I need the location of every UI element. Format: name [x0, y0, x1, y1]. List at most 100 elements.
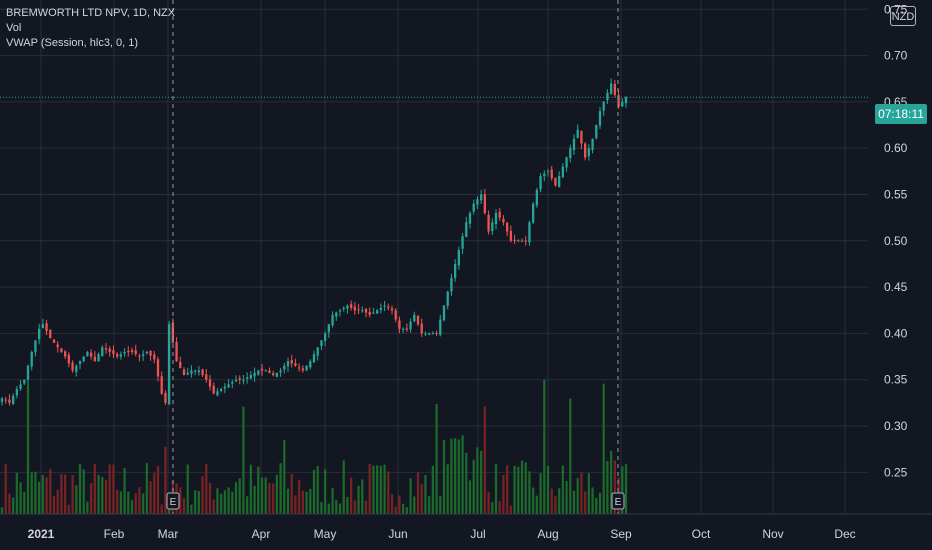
- y-tick-label: 0.70: [884, 49, 908, 63]
- candle: [450, 273, 453, 296]
- volume-bar: [368, 463, 371, 514]
- candle: [89, 349, 93, 360]
- candle-body: [249, 375, 253, 379]
- candle-body: [108, 348, 111, 352]
- candle-body: [41, 324, 45, 329]
- candle: [531, 201, 535, 225]
- volume-bar: [272, 483, 275, 514]
- volume-bar: [372, 465, 375, 514]
- candle: [23, 379, 26, 386]
- candle-body: [494, 213, 498, 224]
- candle-body: [19, 384, 22, 389]
- candle: [457, 246, 461, 270]
- volume-bar: [584, 491, 587, 514]
- candle: [283, 362, 286, 374]
- candle: [487, 210, 490, 235]
- candle-body: [56, 344, 59, 348]
- candle: [115, 352, 119, 359]
- candle: [539, 173, 542, 193]
- volume-bars: [0, 379, 628, 514]
- candle-body: [212, 385, 215, 394]
- candle-body: [123, 351, 126, 354]
- candle-body: [190, 370, 193, 374]
- candle-body: [435, 332, 438, 334]
- volume-bar: [242, 406, 245, 514]
- candle-body: [138, 355, 141, 357]
- symbol-legend[interactable]: BREMWORTH LTD NPV, 1D, NZX: [6, 7, 176, 19]
- candle-body: [390, 308, 394, 311]
- candle: [576, 124, 579, 139]
- volume-bar: [324, 468, 327, 514]
- candle: [323, 331, 327, 347]
- candle: [505, 222, 509, 237]
- candle-body: [316, 347, 319, 356]
- candle: [446, 290, 449, 310]
- candle: [479, 189, 483, 205]
- volume-bar: [41, 475, 44, 514]
- candle-body: [424, 333, 427, 335]
- x-tick-label: Apr: [252, 527, 271, 541]
- y-tick-label: 0.50: [884, 234, 908, 248]
- volume-bar: [491, 502, 494, 514]
- volume-bar: [67, 504, 70, 514]
- candle: [119, 351, 123, 360]
- candle-body: [26, 365, 30, 380]
- volume-bar: [435, 403, 438, 514]
- volume-bar: [223, 490, 226, 514]
- candle: [387, 303, 390, 311]
- volume-legend[interactable]: Vol: [6, 22, 22, 34]
- candle: [93, 351, 97, 362]
- candle-body: [231, 382, 234, 384]
- x-tick-label: Jun: [388, 527, 407, 541]
- volume-bar: [587, 473, 590, 514]
- candle: [513, 234, 516, 244]
- candle-body: [327, 324, 331, 333]
- volume-bar: [82, 469, 85, 514]
- event-marker-box: [166, 492, 180, 510]
- candle-body: [379, 307, 383, 310]
- candle: [231, 379, 234, 389]
- x-tick-label: Mar: [158, 527, 179, 541]
- vwap-legend[interactable]: VWAP (Session, hlc3, 0, 1): [6, 37, 139, 49]
- volume-bar: [212, 499, 215, 514]
- volume-bar: [509, 505, 512, 514]
- volume-bar: [260, 477, 264, 514]
- candle-body: [405, 328, 409, 330]
- candle: [104, 343, 108, 354]
- candle-body: [71, 362, 74, 371]
- candle-body: [156, 359, 160, 377]
- volume-bar: [15, 473, 18, 514]
- candle: [494, 209, 498, 230]
- candle-body: [182, 369, 186, 376]
- candle-body: [338, 310, 342, 312]
- candle: [71, 360, 74, 373]
- volume-bar: [138, 487, 141, 514]
- candle-body: [45, 323, 48, 332]
- candle-body: [271, 373, 275, 376]
- candle-body: [257, 370, 260, 375]
- volume-bar: [465, 452, 468, 514]
- volume-bar: [153, 473, 156, 514]
- candle-body: [11, 395, 15, 405]
- candle-body: [606, 92, 609, 101]
- candle: [182, 367, 186, 376]
- currency-button[interactable]: NZD: [890, 6, 916, 26]
- candle: [212, 382, 215, 395]
- candle: [4, 396, 7, 404]
- candle: [591, 138, 594, 154]
- event-marker-box: [611, 492, 625, 510]
- candle: [595, 124, 598, 140]
- candle: [208, 375, 212, 391]
- volume-bar: [409, 478, 412, 514]
- volume-bar: [320, 502, 323, 514]
- candle: [297, 363, 301, 372]
- candle: [179, 356, 182, 369]
- volume-bar: [546, 465, 550, 514]
- candle-body: [387, 306, 390, 308]
- candle-body: [197, 370, 201, 373]
- candle: [357, 303, 360, 315]
- candle-body: [535, 189, 539, 206]
- volume-bar: [442, 439, 446, 514]
- candle: [390, 305, 394, 315]
